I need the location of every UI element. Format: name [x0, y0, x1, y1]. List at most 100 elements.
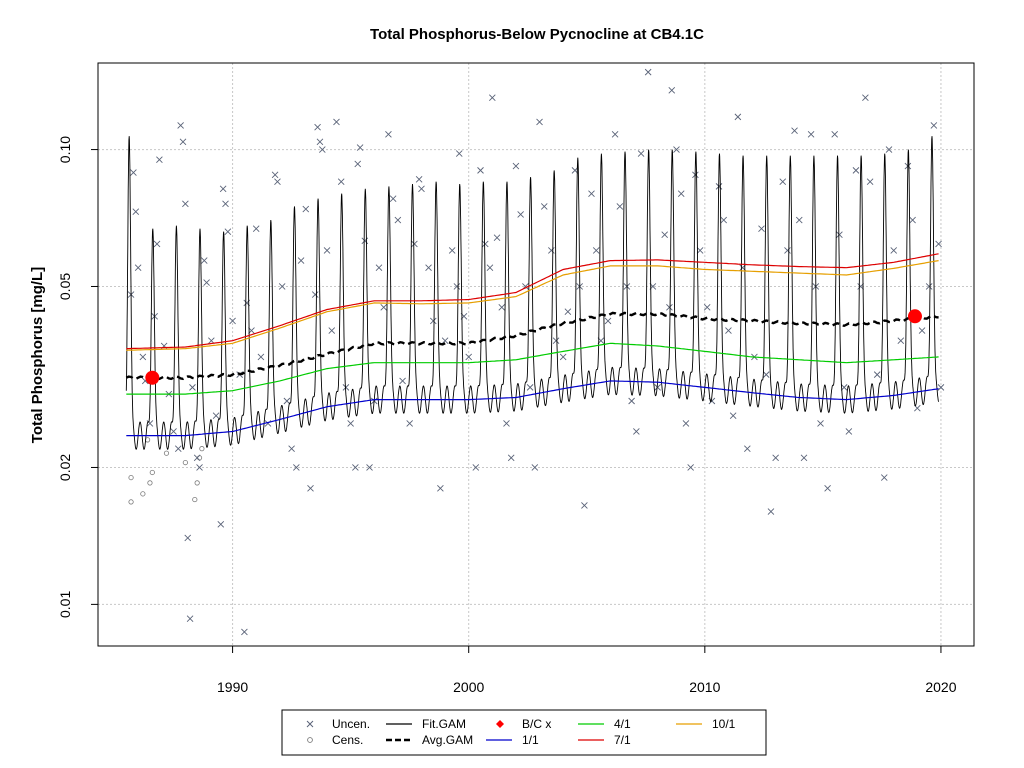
legend-label: Avg.GAM: [422, 733, 473, 747]
legend-symbol-bc: [496, 720, 504, 728]
uncensored-point: [744, 445, 751, 452]
legend-label: 1/1: [522, 733, 539, 747]
uncensored-point: [311, 291, 319, 298]
uncensored-point: [411, 240, 418, 248]
uncensored-point: [274, 178, 281, 185]
uncensored-point: [455, 150, 463, 157]
uncensored-point: [791, 127, 798, 135]
uncensored-point: [189, 384, 196, 391]
uncensored-point: [725, 327, 732, 334]
uncensored-point: [203, 279, 210, 286]
uncensored-point: [824, 484, 831, 492]
uncensored-point: [498, 303, 506, 311]
uncensored-point: [644, 68, 652, 76]
uncensored-point: [935, 240, 942, 248]
legend-label: 4/1: [614, 717, 631, 731]
uncensored-point: [836, 231, 843, 238]
uncensored-point: [186, 615, 194, 623]
uncensored-point: [486, 264, 494, 271]
y-tick-label: 0.10: [57, 136, 73, 163]
uncensored-point: [222, 200, 229, 208]
uncensored-point: [182, 200, 189, 208]
legend-box: [281, 709, 767, 756]
oct1-curve: [126, 260, 939, 351]
uncensored-point: [229, 317, 236, 325]
censored-point: [128, 499, 134, 505]
uncensored-point: [257, 353, 265, 361]
uncensored-point: [873, 371, 881, 378]
series-layer: [125, 68, 945, 636]
uncensored-point: [852, 167, 860, 174]
censored-point: [147, 480, 153, 486]
uncensored-point: [429, 317, 437, 325]
uncensored-point: [472, 464, 480, 471]
legend: Uncen. Cens. Fit.GAM Avg.GAM B/C x 1/1 4/1 7/1 1…: [281, 709, 767, 756]
legend-symbol-uncen: [306, 720, 314, 728]
uncensored-point: [682, 420, 690, 427]
uncensored-point: [488, 94, 496, 102]
bc-point: [145, 370, 160, 385]
uncensored-point: [212, 412, 220, 419]
jan1-curve: [126, 380, 939, 437]
uncensored-point: [588, 190, 595, 197]
apr1-curve: [126, 342, 939, 395]
y-axis-label: Total Phosphorus [mg/L]: [29, 267, 46, 443]
uncensored-point: [153, 240, 161, 248]
legend-label: Cens.: [332, 733, 363, 747]
uncensored-point: [399, 377, 406, 385]
bc-point: [907, 309, 922, 324]
legend-label: Fit.GAM: [422, 717, 466, 731]
uncensored-point: [677, 190, 685, 197]
uncensored-point: [441, 337, 449, 345]
uncensored-point: [406, 420, 413, 427]
uncensored-point: [170, 428, 177, 435]
uncensored-point: [559, 353, 567, 361]
uncensored-point: [224, 228, 232, 235]
uncensored-point: [637, 150, 645, 157]
uncensored-point: [366, 464, 373, 471]
censored-point: [192, 496, 198, 503]
uncensored-point: [302, 205, 310, 213]
uncensored-point: [337, 178, 345, 185]
uncensored-point: [323, 247, 331, 254]
uncensored-point: [328, 327, 336, 334]
uncensored-point: [779, 178, 787, 185]
plot-frame: [97, 62, 975, 647]
uncensored-point: [477, 167, 484, 174]
censored-point: [196, 455, 203, 461]
uncensored-point: [762, 371, 770, 378]
uncensored-point: [139, 353, 147, 361]
uncensored-point: [293, 464, 300, 471]
y-tick-label: 0.01: [57, 591, 73, 618]
jul1-curve: [126, 253, 939, 350]
uncensored-point: [548, 247, 555, 254]
uncensored-point: [283, 397, 291, 405]
uncensored-point: [925, 283, 933, 290]
uncensored-point: [564, 308, 572, 316]
uncensored-point: [720, 216, 728, 224]
uncensored-point: [687, 464, 694, 471]
legend-label: 7/1: [614, 733, 631, 747]
uncensored-point: [465, 353, 473, 361]
uncensored-point: [179, 138, 187, 146]
uncensored-point: [890, 247, 898, 254]
uncensored-point: [380, 303, 388, 311]
uncensored-point: [668, 86, 676, 94]
uncensored-point: [880, 474, 888, 481]
x-tick-label: 1990: [217, 679, 248, 695]
uncensored-point: [437, 484, 444, 492]
uncensored-point: [800, 454, 808, 462]
axes: 1990 2000 2010 2020 0.01 0.02 0.05 0.10: [57, 136, 957, 695]
uncensored-point: [130, 169, 137, 176]
uncensored-point: [673, 146, 680, 153]
uncensored-point: [241, 628, 248, 636]
uncensored-point: [862, 94, 869, 102]
uncensored-point: [425, 264, 432, 271]
uncensored-point: [772, 454, 779, 462]
uncensored-point: [616, 203, 624, 210]
uncensored-point: [897, 337, 905, 345]
censored-point: [128, 474, 134, 481]
uncensored-point: [394, 216, 402, 224]
uncensored-point: [481, 240, 489, 248]
